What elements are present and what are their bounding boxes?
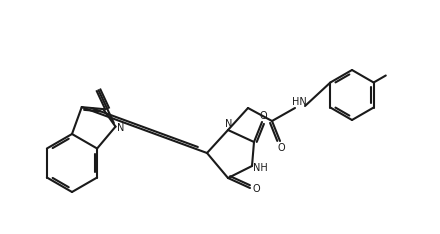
Text: NH: NH xyxy=(253,163,268,173)
Text: N: N xyxy=(117,123,124,133)
Text: O: O xyxy=(277,143,285,153)
Text: N: N xyxy=(225,119,233,129)
Text: O: O xyxy=(252,184,260,194)
Text: HN: HN xyxy=(292,97,306,107)
Text: O: O xyxy=(259,111,267,121)
